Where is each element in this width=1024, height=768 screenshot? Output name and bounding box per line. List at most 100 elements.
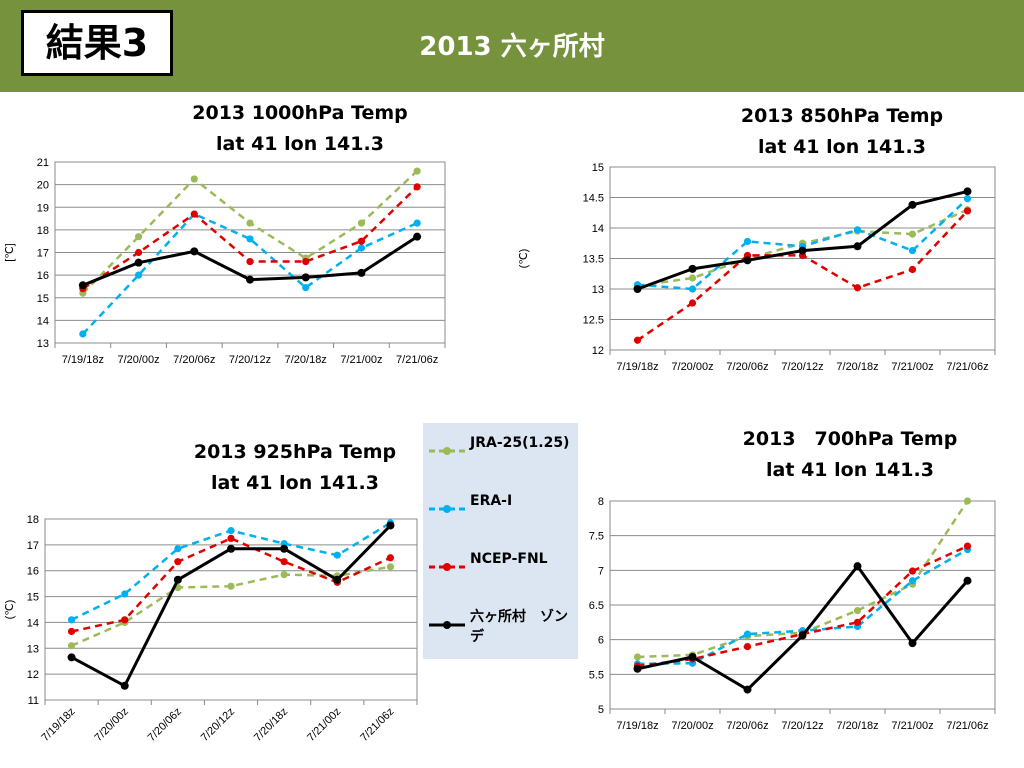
y-tick-label: 13 [27,643,39,655]
series-3-point [67,627,76,636]
legend: JRA-25(1.25) ERA-I NCEP-FNL 六ヶ所村 ゾンデ [423,423,578,659]
y-tick-label: 7.5 [589,531,604,543]
series-4-point [386,521,395,530]
chart-2-subtitle: lat 41 lon 141.3 [758,136,926,158]
chart-925hpa: 11 12 13 14 15 16 17 18 7/19/18z 7/20/00z 7/20/06z… [4,514,418,744]
x-tick-label: 7/21/00z [891,720,933,732]
y-tick-label: 15 [27,592,39,604]
slide-header: 結果3 2013 六ヶ所村 [0,0,1024,92]
legend-label-jra25: JRA-25(1.25) [470,435,570,451]
x-tick-label: 7/21/00z [305,706,343,744]
series-4-point [301,273,310,282]
series-1-point [853,606,862,615]
y-tick-label: 13 [592,284,604,296]
x-tick-label: 7/21/06z [946,361,988,373]
chart-3-subtitle: lat 41 lon 141.3 [211,472,379,494]
series-4-point [190,247,199,256]
series-1-point [963,497,972,505]
legend-item-erai: ERA-I [423,491,578,531]
chart-2-title: 2013 850hPa Temp [740,105,944,127]
y-axis-label: (℃) [518,249,530,269]
legend-item-sonde: 六ヶ所村 ゾンデ [423,607,578,647]
chart-4-title: 2013 700hPa Temp [742,428,958,450]
chart-2-title-block: 2013 850hPa Temp lat 41 lon 141.3 [692,101,992,163]
y-tick-label: 20 [37,180,49,192]
series-4-point [688,264,697,273]
x-tick-label: 7/20/00z [671,361,713,373]
series-3-point [963,207,972,215]
slide-title: 2013 六ヶ所村 [419,32,605,62]
series-2-point [743,630,752,638]
series-4-point [333,575,342,584]
chart-1-subtitle: lat 41 lon 141.3 [216,133,384,155]
legend-jra25-line-icon [429,447,465,455]
series-1-point [67,642,76,650]
series-4-point [853,242,862,251]
series-1-point [413,167,421,175]
series-4-point [743,256,752,265]
x-tick-label: 7/20/12z [781,720,823,732]
series-2-point [246,235,254,243]
x-tick-label: 7/20/06z [726,361,768,373]
x-tick-label: 7/20/18z [836,720,878,732]
series-3-point [908,265,917,274]
series-3-point [174,558,182,566]
series-2-point [908,246,917,255]
legend-erai-line-icon [429,505,465,513]
y-tick-label: 5 [598,704,604,716]
series-4-point [357,268,366,277]
series-4-point [688,653,697,661]
legend-item-ncep: NCEP-FNL [423,549,578,589]
y-tick-label: 6 [598,635,604,647]
series-4-point [908,639,917,648]
series-1-point [633,653,642,661]
series-1-point [357,219,366,227]
legend-label-erai: ERA-I [470,493,513,509]
series-2-point [174,545,182,553]
series-3-point [633,336,642,344]
series-4-point [798,246,807,255]
chart-1-title: 2013 1000hPa Temp [192,102,408,124]
y-tick-label: 17 [27,540,39,552]
y-tick-label: 7 [598,565,604,577]
series-2-point [302,283,310,292]
y-tick-label: 12.5 [583,315,604,327]
series-2-point [743,237,752,246]
y-tick-label: 19 [37,202,49,214]
x-tick-label: 7/21/06z [946,720,988,732]
x-tick-label: 7/21/00z [891,361,933,373]
series-4-point [227,544,235,553]
legend-label-sonde: 六ヶ所村 ゾンデ [470,609,568,645]
series-4-point [78,281,87,290]
series-4-point [853,562,862,571]
y-tick-label: 16 [27,566,39,578]
series-4-point [280,544,289,553]
legend-sonde-line-icon [429,621,465,629]
series-2-point [357,244,366,252]
series-3-point [302,257,310,266]
legend-item-jra25: JRA-25(1.25) [423,433,578,473]
y-tick-label: 11 [28,695,39,707]
x-tick-label: 7/19/18z [62,354,104,366]
y-tick-label: 13.5 [583,254,604,266]
series-3-point [190,210,198,218]
y-tick-label: 14 [592,223,604,235]
legend-label-ncep: NCEP-FNL [470,551,548,567]
y-tick-label: 14.5 [583,193,604,205]
series-2-point [67,616,76,624]
y-tick-label: 8 [598,496,604,508]
series-4-point [963,576,972,585]
y-tick-label: 5.5 [589,669,604,681]
series-2-point [908,577,917,585]
chart-3-title: 2013 925hPa Temp [193,441,397,463]
series-1-point [386,563,395,571]
x-tick-label: 7/20/06z [173,354,215,366]
series-4-point [413,232,422,241]
x-tick-label: 7/20/18z [252,706,290,744]
chart-1000hpa: 13 14 15 16 17 18 19 20 21 7/19/18z 7/20/00z 7/20/0… [4,157,446,366]
series-4-point [246,275,254,284]
series-3-point [413,183,421,191]
series-2-point [134,271,143,279]
chart-850hpa: 12 12.5 13 13.5 14 14.5 15 7/19/18z 7/20/00z 7/20… [518,162,996,373]
series-4-point [633,285,642,293]
